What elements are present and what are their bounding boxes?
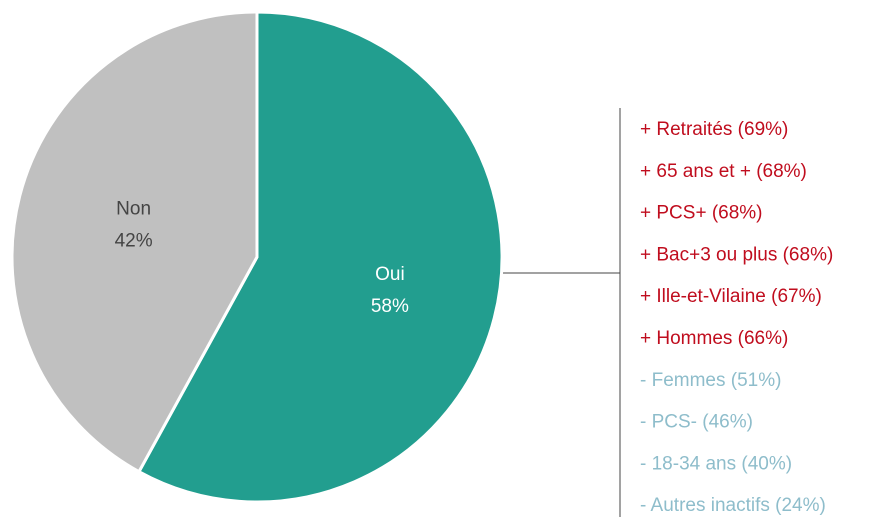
annotation: + Bac+3 ou plus (68%) [640, 244, 833, 265]
annotation: + Retraités (69%) [640, 119, 788, 140]
annotation: + Ille-et-Vilaine (67%) [640, 286, 822, 307]
slice-label: Non [116, 198, 151, 219]
slice-label: Oui [375, 264, 405, 285]
pie-slice [10, 10, 259, 474]
annotation: + Hommes (66%) [640, 328, 788, 349]
slice-value-label: 58% [371, 296, 409, 317]
annotation: + PCS+ (68%) [640, 203, 763, 224]
slice-value-label: 42% [115, 230, 153, 251]
slices [10, 10, 504, 504]
annotation: - Autres inactifs (24%) [640, 495, 826, 516]
annotation: - Femmes (51%) [640, 370, 781, 391]
annotation: + 65 ans et + (68%) [640, 161, 807, 182]
annotation: - PCS- (46%) [640, 412, 753, 433]
pie-slice [136, 10, 504, 504]
annotation: - 18-34 ans (40%) [640, 453, 792, 474]
